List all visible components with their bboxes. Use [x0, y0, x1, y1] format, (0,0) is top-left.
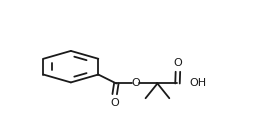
Text: OH: OH	[189, 79, 206, 88]
Text: O: O	[131, 79, 140, 88]
Text: O: O	[173, 58, 182, 68]
Text: O: O	[110, 98, 119, 108]
